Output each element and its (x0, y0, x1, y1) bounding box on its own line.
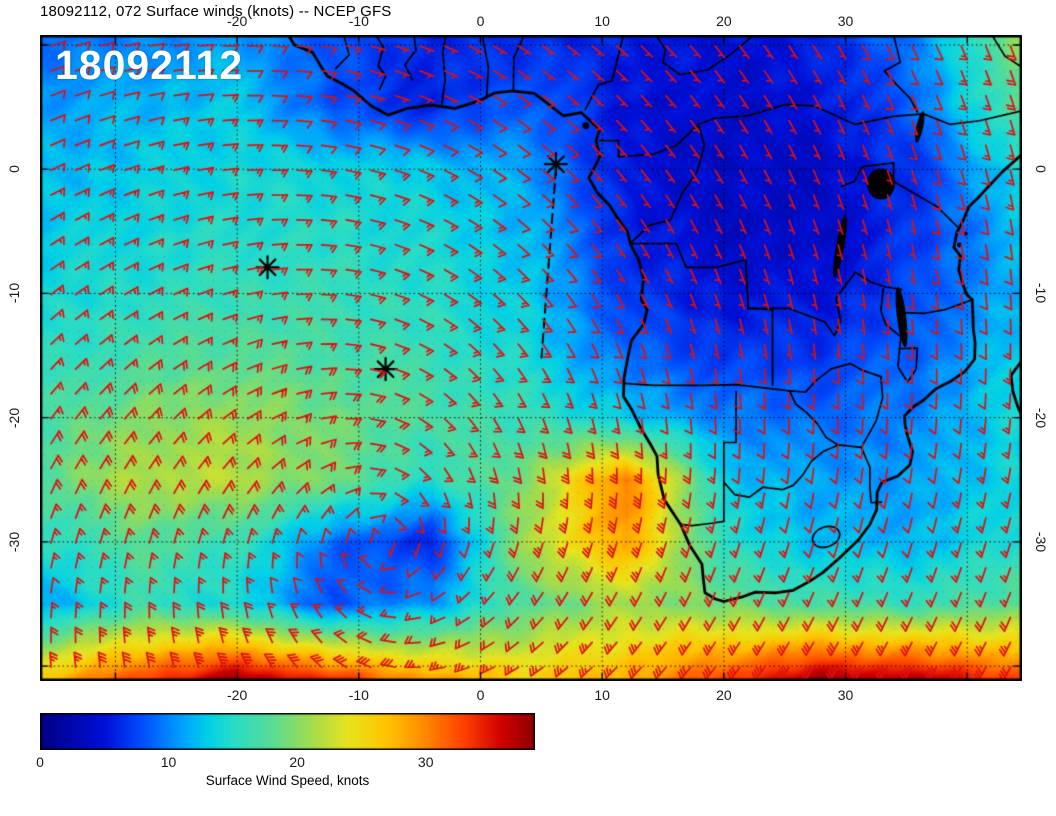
colorbar-tick-label: 0 (36, 754, 44, 770)
lon-tick-label: -10 (348, 13, 369, 29)
lon-tick-label: 10 (594, 687, 610, 703)
lat-tick-label: -20 (6, 407, 22, 428)
lon-tick-label: 20 (716, 13, 732, 29)
lon-tick-label: -10 (348, 687, 369, 703)
lat-tick-label: 0 (6, 165, 22, 174)
colorbar-tick-label: 20 (289, 754, 305, 770)
lat-tick-label: -30 (1033, 531, 1049, 552)
lat-tick-label: 0 (1033, 165, 1049, 174)
plot-title: 18092112, 072 Surface winds (knots) -- N… (40, 3, 392, 20)
lat-tick-label: -20 (1033, 407, 1049, 428)
colorbar (40, 713, 535, 750)
lon-tick-label: 30 (837, 13, 854, 29)
colorbar-tick-label: 30 (417, 754, 434, 770)
lon-tick-label: 10 (594, 13, 610, 29)
lon-tick-label: 30 (837, 687, 854, 703)
colorbar-gradient (40, 713, 535, 750)
colorbar-tick-label: 10 (160, 754, 177, 770)
lon-tick-label: 0 (476, 687, 485, 703)
wind-field-map-canvas (40, 35, 1022, 681)
lon-tick-label: -20 (227, 687, 248, 703)
lat-tick-label: -30 (6, 531, 22, 552)
map-area: 18092112 (40, 35, 1022, 681)
lon-tick-label: 0 (476, 13, 485, 29)
colorbar-label: Surface Wind Speed, knots (205, 773, 370, 788)
lat-tick-label: -10 (6, 283, 22, 304)
lon-tick-label: 20 (716, 687, 732, 703)
run-timestamp-overlay: 18092112 (55, 42, 244, 88)
lon-tick-label: -20 (227, 13, 248, 29)
lat-tick-label: -10 (1033, 283, 1049, 304)
